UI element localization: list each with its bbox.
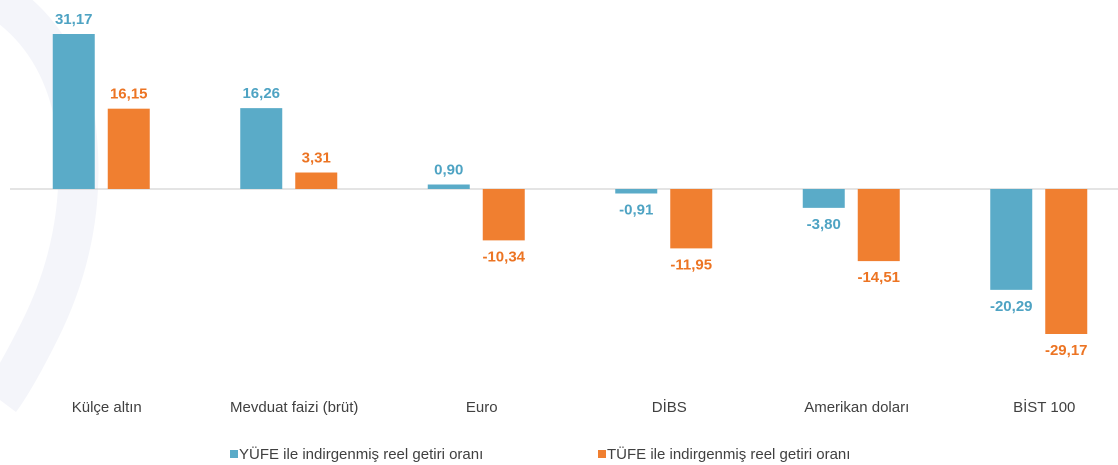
value-label: 31,17 xyxy=(55,11,93,28)
legend-label: YÜFE ile indirgenmiş reel getiri oranı xyxy=(239,445,483,463)
x-tick-label: Euro xyxy=(466,399,498,416)
x-tick-label: Mevduat faizi (brüt) xyxy=(230,399,358,416)
x-tick-label: BİST 100 xyxy=(1013,398,1075,416)
bar xyxy=(857,188,900,262)
value-label: -10,34 xyxy=(482,248,525,265)
bar xyxy=(295,172,338,189)
bar xyxy=(615,188,658,194)
legend-swatch xyxy=(230,450,238,458)
x-tick-label: DİBS xyxy=(652,398,687,416)
value-label: -20,29 xyxy=(990,298,1033,315)
value-label: -0,91 xyxy=(619,201,653,218)
value-label: -3,80 xyxy=(807,216,841,233)
value-label: 3,31 xyxy=(302,149,331,166)
bar xyxy=(427,184,470,189)
value-label: 16,15 xyxy=(110,86,148,103)
watermark xyxy=(0,0,99,412)
x-tick-label: Külçe altın xyxy=(72,399,142,416)
value-label: 16,26 xyxy=(242,85,280,102)
bar xyxy=(670,188,713,249)
value-label: 0,90 xyxy=(434,161,463,178)
bar xyxy=(990,188,1033,290)
bar xyxy=(240,108,283,189)
bar xyxy=(52,34,95,189)
value-label: -14,51 xyxy=(857,269,900,286)
bar xyxy=(802,188,845,208)
bar xyxy=(482,188,525,241)
value-label: -11,95 xyxy=(670,256,712,273)
legend-swatch xyxy=(598,450,606,458)
value-label: -29,17 xyxy=(1045,342,1088,359)
legend-label: TÜFE ile indirgenmiş reel getiri oranı xyxy=(607,445,850,463)
x-tick-label: Amerikan doları xyxy=(804,399,909,416)
bar xyxy=(1045,188,1088,334)
bar xyxy=(107,108,150,189)
